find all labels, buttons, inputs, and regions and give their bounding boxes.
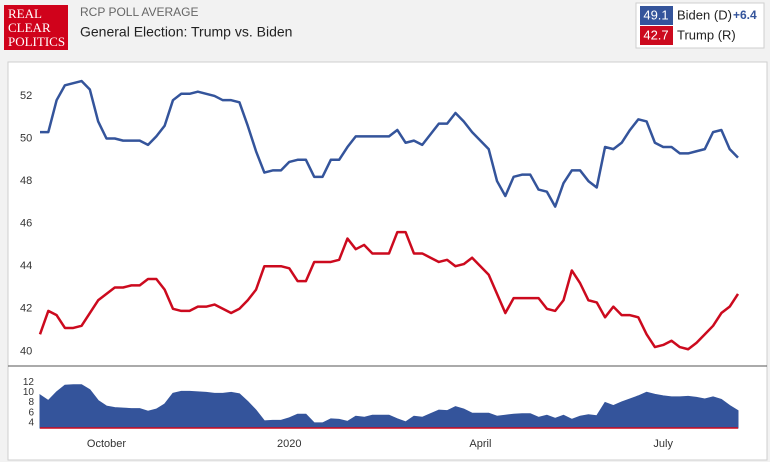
chart-panel bbox=[7, 61, 768, 461]
legend-value: 42.7 bbox=[643, 27, 668, 42]
x-tick-label: October bbox=[87, 438, 126, 450]
x-tick-label: April bbox=[469, 438, 491, 450]
series-line bbox=[40, 79, 739, 208]
y-tick-label: 40 bbox=[20, 345, 32, 357]
chart-title: RCP POLL AVERAGE bbox=[80, 5, 199, 19]
logo-text: CLEAR bbox=[8, 20, 51, 35]
legend-swatch bbox=[640, 6, 673, 25]
logo-text: REAL bbox=[8, 6, 42, 21]
y-tick-label: 46 bbox=[20, 218, 32, 230]
legend-spread: +6.4 bbox=[733, 8, 757, 22]
y-tick-label: 4 bbox=[28, 418, 34, 429]
logo-text: POLITICS bbox=[8, 34, 65, 49]
x-tick-label: July bbox=[653, 438, 673, 450]
legend-label: Trump (R) bbox=[677, 27, 736, 42]
y-tick-label: 42 bbox=[20, 303, 32, 315]
logo bbox=[4, 5, 68, 50]
legend-label: Biden (D) bbox=[677, 7, 732, 22]
y-tick-label: 12 bbox=[23, 377, 35, 388]
legend-swatch bbox=[640, 26, 673, 45]
series-line bbox=[38, 230, 740, 351]
y-tick-label: 10 bbox=[23, 387, 35, 398]
y-tick-label: 52 bbox=[20, 90, 32, 102]
y-tick-label: 44 bbox=[20, 260, 32, 272]
y-tick-label: 8 bbox=[28, 397, 34, 408]
y-tick-label: 6 bbox=[28, 407, 34, 418]
x-tick-label: 2020 bbox=[277, 438, 301, 450]
legend-value: 49.1 bbox=[643, 7, 668, 22]
y-tick-label: 48 bbox=[20, 175, 32, 187]
y-tick-label: 50 bbox=[20, 132, 32, 144]
spread-area bbox=[39, 384, 739, 429]
chart-subtitle: General Election: Trump vs. Biden bbox=[80, 24, 292, 40]
